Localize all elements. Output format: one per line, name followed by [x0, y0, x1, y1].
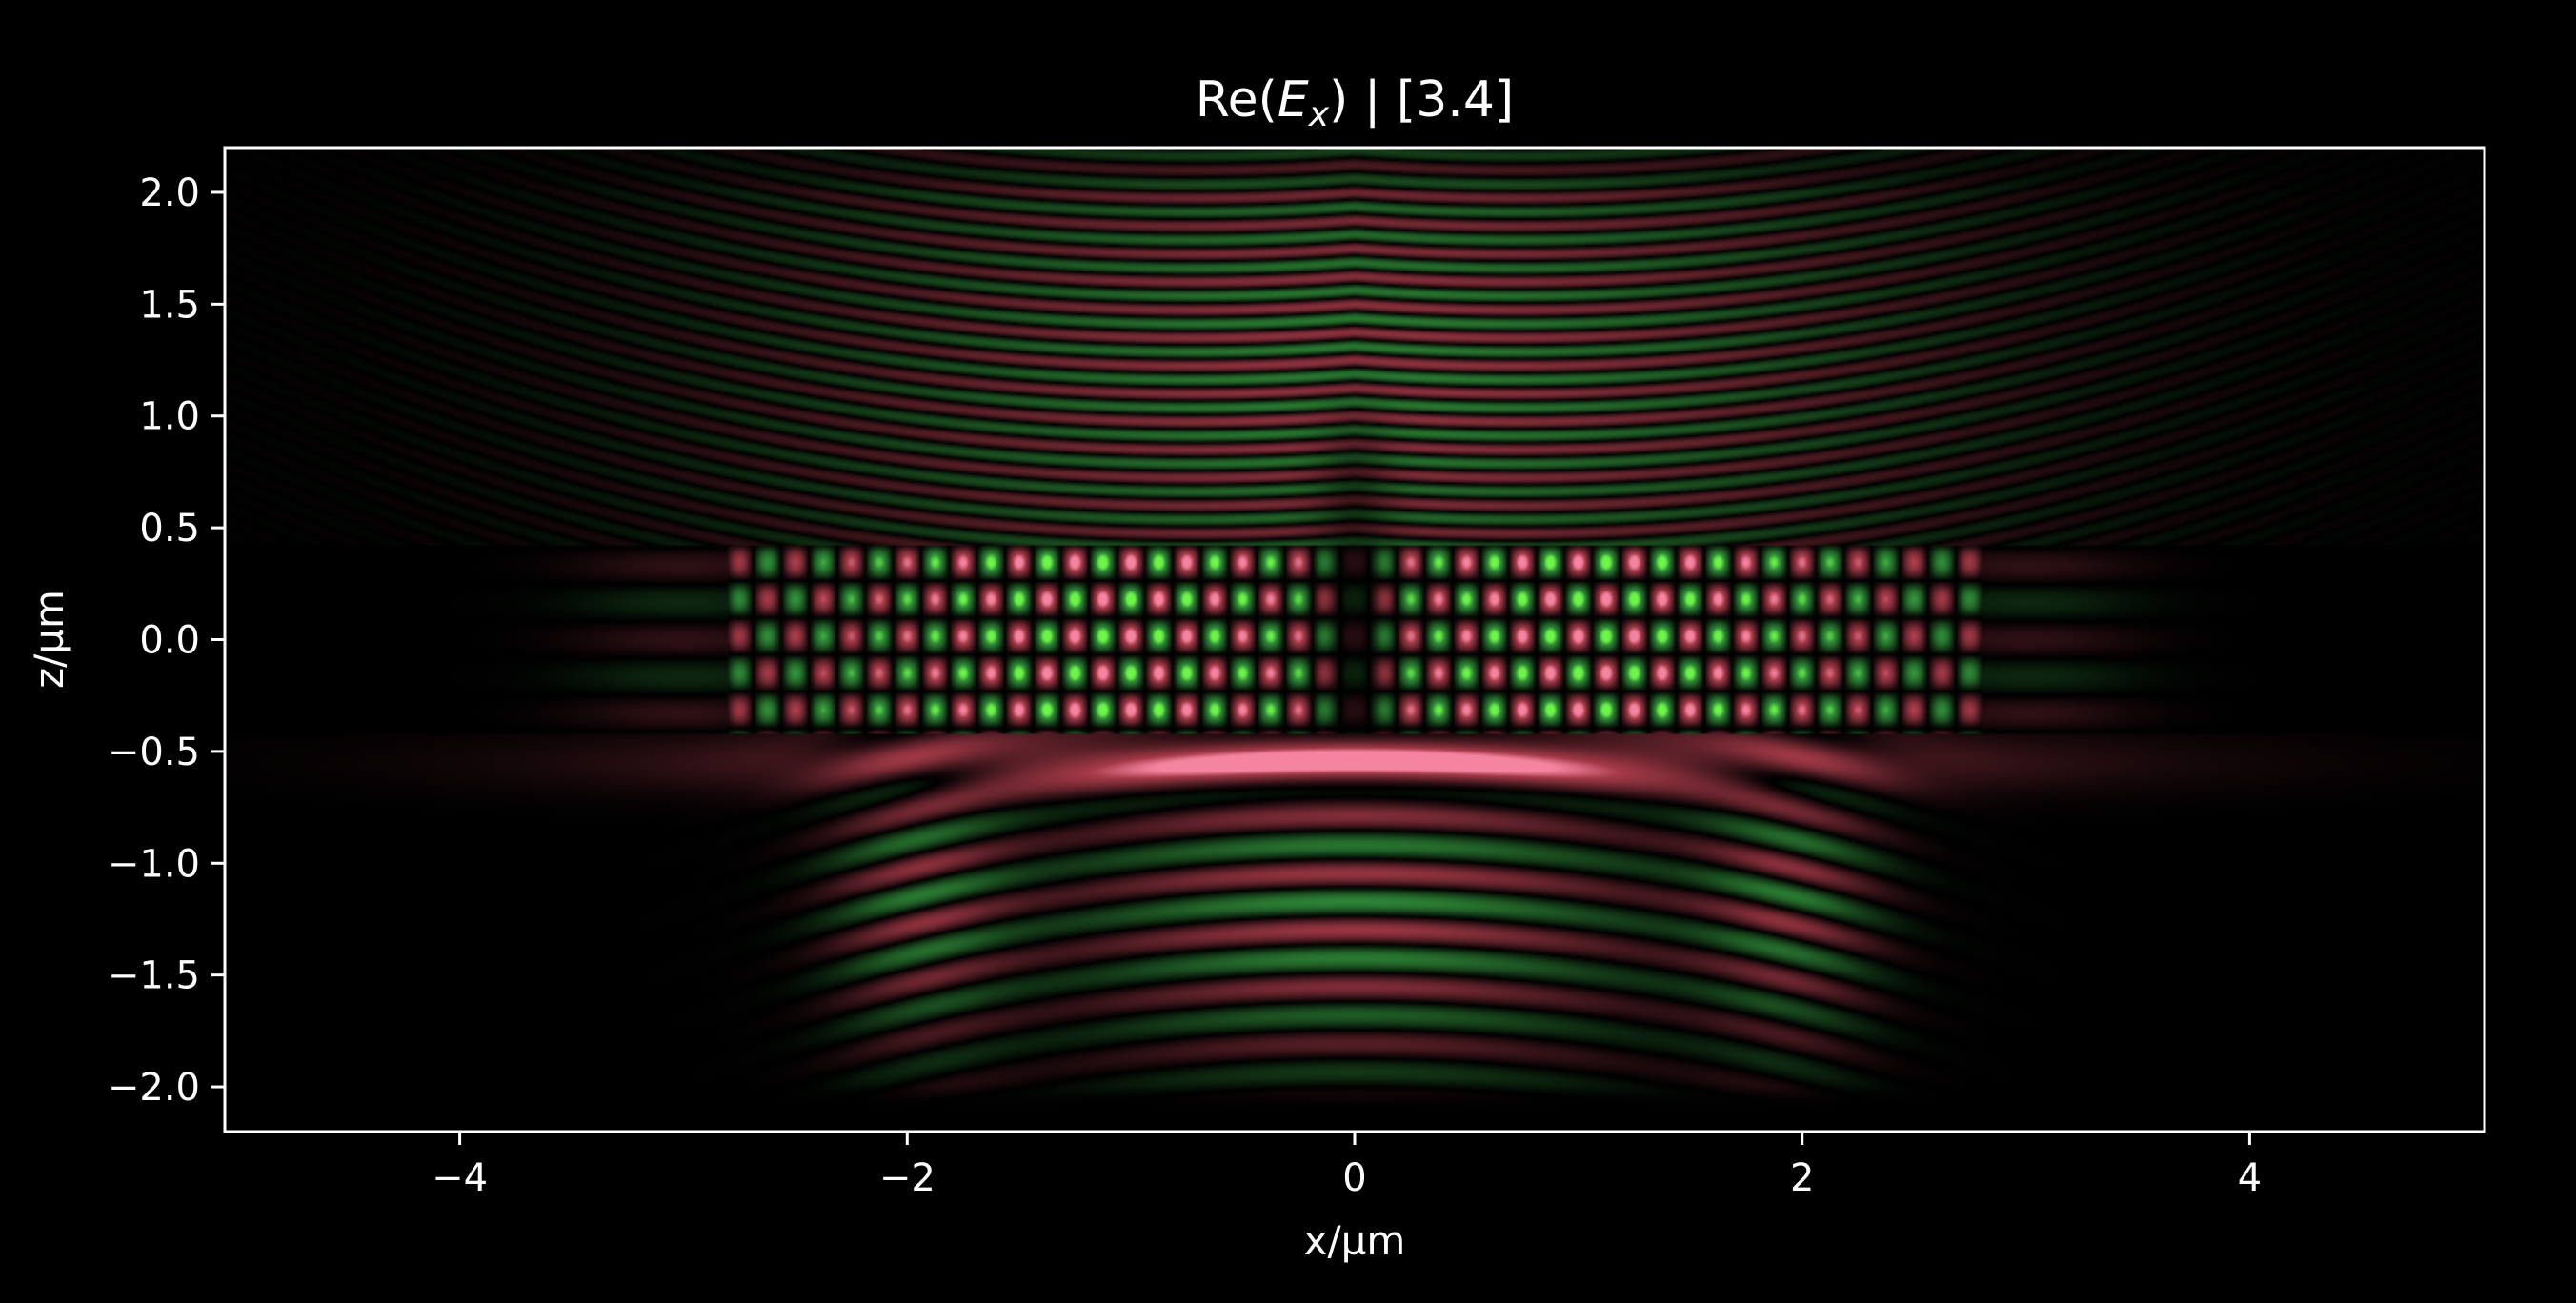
x-tick-label: −4	[432, 1156, 488, 1200]
y-tick-label: −1.5	[108, 954, 200, 998]
title-var: E	[1278, 71, 1309, 129]
title-tail: ) | [3.4]	[1329, 71, 1514, 129]
title-main: Re(	[1196, 71, 1278, 129]
y-tick-label: 2.0	[139, 171, 200, 215]
x-tick-label: −2	[879, 1156, 936, 1200]
x-tick-label: 4	[2238, 1156, 2262, 1200]
y-tick-label: 1.0	[139, 395, 200, 439]
y-tick-label: 0.5	[139, 507, 200, 551]
y-tick-label: 1.5	[139, 283, 200, 327]
y-tick-label: 0.0	[139, 619, 200, 663]
title-sub: x	[1308, 95, 1330, 134]
x-tick-label: 2	[1790, 1156, 1814, 1200]
y-tick-label: −0.5	[108, 731, 200, 774]
x-axis-label: x/µm	[1304, 1217, 1406, 1264]
y-axis-label: z/µm	[26, 590, 72, 689]
y-tick-label: −1.0	[108, 842, 200, 886]
y-tick-label: −2.0	[108, 1066, 200, 1110]
x-tick-label: 0	[1342, 1156, 1366, 1200]
heatmap-image	[225, 148, 2485, 1132]
chart-title: Re(Ex) | [3.4]	[1196, 71, 1514, 134]
y-axis-ticks: 2.0 1.5 1.0 0.5 0.0 −0.5 −1.0 −1.5 −2.0	[108, 171, 225, 1110]
x-axis-ticks: −4 −2 0 2 4	[432, 1132, 2262, 1200]
